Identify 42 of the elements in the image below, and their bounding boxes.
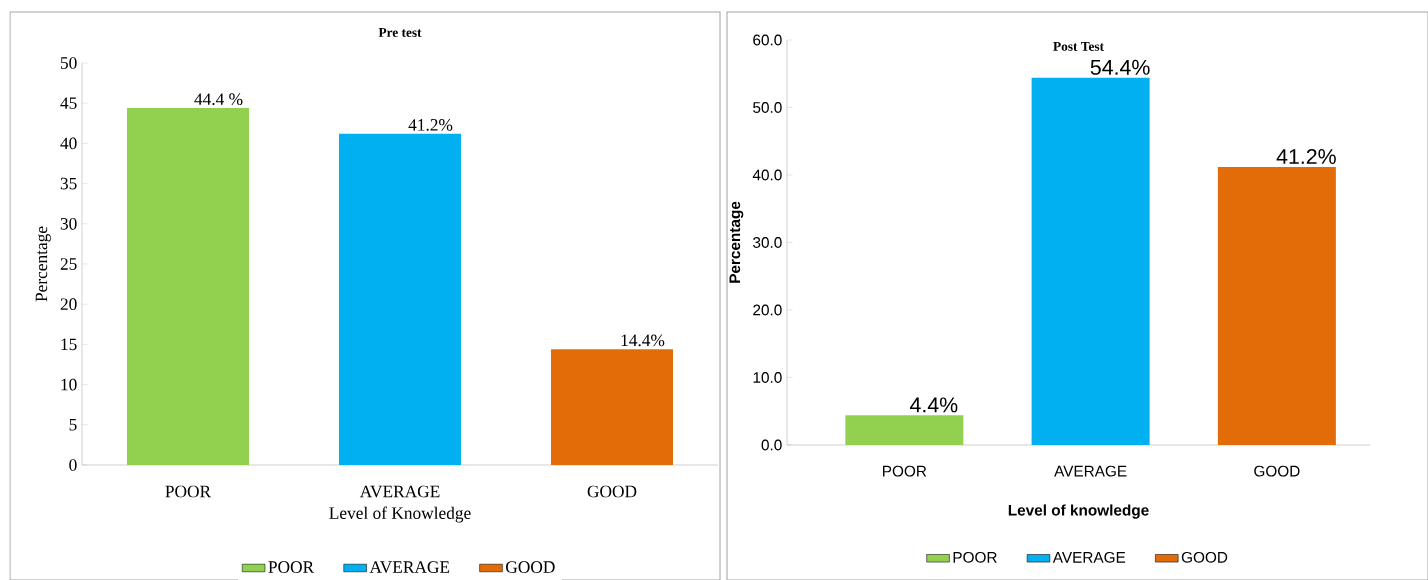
data-label: 41.2% (408, 119, 453, 131)
y-tick-label: 60.0 (753, 34, 782, 46)
legend-label: POOR (268, 561, 315, 573)
legend-label: GOOD (506, 561, 555, 573)
data-label: 14.4% (621, 334, 665, 347)
y-axis-title: Percentage (729, 201, 744, 283)
y-tick-label: 45 (60, 97, 77, 109)
legend-label: AVERAGE (369, 561, 450, 573)
y-tick-label: 10 (61, 378, 77, 391)
y-tick-label: 35 (60, 177, 77, 190)
x-tick-label: GOOD (587, 485, 637, 498)
legend-label: GOOD (1181, 551, 1228, 563)
y-tick-label: 5 (69, 419, 77, 431)
y-tick-label: 40.0 (752, 169, 782, 181)
data-label: 54.4% (1090, 59, 1150, 75)
y-tick-label: 20 (60, 298, 77, 311)
y-tick-label: 30.0 (753, 237, 782, 248)
x-axis-title: Level of Knowledge (329, 506, 471, 523)
legend-label: POOR (953, 551, 997, 563)
y-tick-label: 15 (61, 338, 77, 351)
x-tick-label: AVERAGE (1054, 465, 1127, 477)
y-tick-label: 0 (69, 459, 77, 471)
y-tick-label: 25 (60, 258, 77, 270)
chart-title: Post Test (1053, 42, 1104, 51)
y-tick-label: 40 (60, 137, 77, 150)
y-tick-label: 0.0 (761, 439, 782, 451)
y-tick-label: 30 (60, 217, 77, 230)
x-tick-label: AVERAGE (359, 485, 440, 498)
data-label: 4.4% (910, 397, 958, 413)
y-tick-label: 20.0 (753, 304, 782, 316)
data-label: 44.4 % (194, 93, 243, 106)
x-tick-label: POOR (165, 485, 212, 498)
x-tick-label: GOOD (1254, 465, 1300, 477)
chart-title: Pre test (378, 28, 422, 37)
x-tick-label: POOR (883, 465, 927, 477)
y-tick-label: 10.0 (753, 372, 782, 383)
y-tick-label: 50 (60, 57, 77, 69)
y-tick-label: 50.0 (753, 102, 782, 113)
x-axis-title: Level of knowledge (1008, 504, 1149, 519)
y-axis-title: Percentage (35, 226, 51, 302)
data-label: 41.2% (1276, 148, 1336, 164)
legend-label: AVERAGE (1052, 551, 1126, 563)
